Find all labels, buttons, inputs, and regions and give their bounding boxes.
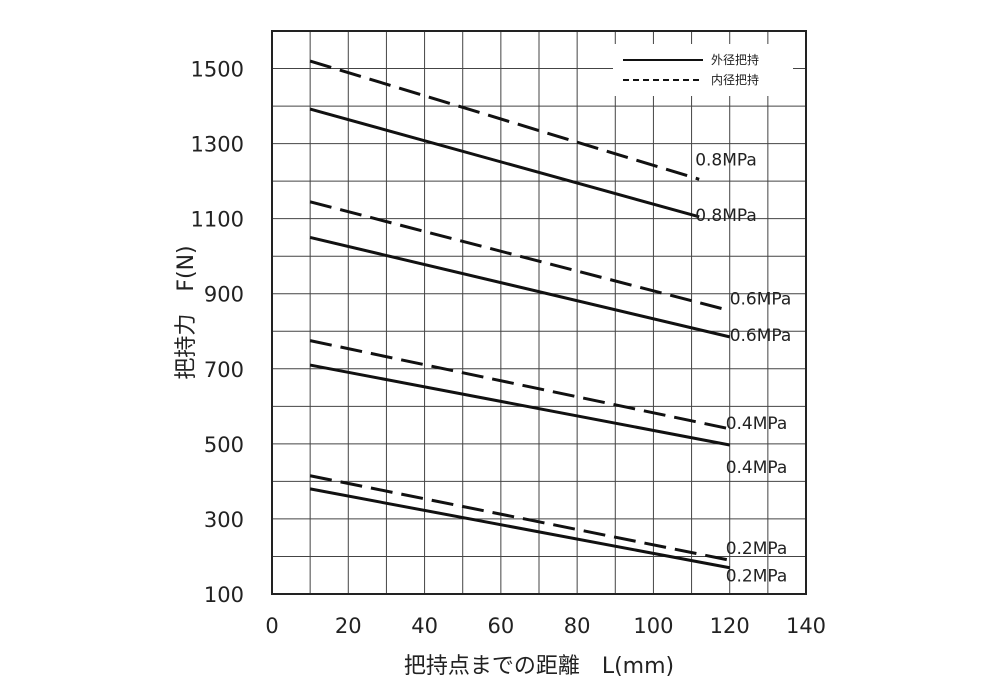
series-line-solid-0.4MPa [309, 363, 730, 447]
plot-frame [271, 30, 807, 595]
series-label: 0.6MPa [730, 326, 792, 346]
series-label: 0.2MPa [726, 539, 788, 559]
series-label: 0.4MPa [726, 414, 788, 434]
series-label: 0.6MPa [730, 290, 792, 310]
y-axis-title: 把持力 F(N) [174, 245, 199, 379]
x-tick-label: 0 [265, 614, 278, 638]
x-tick-label: 20 [335, 614, 362, 638]
series-labels: 0.8MPa 0.8MPa 0.6MPa 0.6MPa 0.4MPa 0.4MPa 0.2M… [695, 150, 791, 586]
series-line-dashed-0.8MPa [309, 59, 700, 181]
y-tick-label: 700 [204, 358, 244, 382]
series-line-dashed-0.6MPa [309, 200, 731, 313]
x-axis-title: 把持点までの距離 L(mm) [404, 654, 674, 679]
y-tick-label: 1100 [191, 208, 244, 232]
y-tick-label: 500 [204, 433, 244, 457]
series-line-dashed-0.4MPa [309, 339, 731, 431]
series-line-dashed-0.2MPa [309, 474, 731, 562]
series-line-solid-0.6MPa [309, 235, 731, 339]
series-line-solid-0.2MPa [309, 487, 730, 570]
y-tick-label: 300 [204, 508, 244, 532]
x-tick-label: 60 [487, 614, 514, 638]
series-label: 0.2MPa [726, 567, 788, 587]
x-tick-label: 80 [564, 614, 591, 638]
series-label: 0.8MPa [695, 206, 757, 226]
series-label: 0.8MPa [695, 150, 757, 170]
legend-box [613, 44, 793, 96]
y-tick-label: 900 [204, 283, 244, 307]
x-tick-label: 100 [633, 614, 673, 638]
legend-label: 内径把持 [711, 72, 759, 87]
series-label: 0.4MPa [726, 458, 788, 478]
x-tick-label: 140 [786, 614, 826, 638]
y-tick-label: 1500 [191, 58, 244, 82]
x-tick-label: 120 [710, 614, 750, 638]
y-tick-label: 100 [204, 583, 244, 607]
legend-label: 外径把持 [711, 52, 759, 67]
series-line-solid-0.8MPa [309, 107, 700, 219]
y-tick-label: 1300 [191, 133, 244, 157]
x-tick-label: 40 [411, 614, 438, 638]
tick-labels: 0 20 40 60 80 100 120 140 100 300 500 700 900 1100 130… [191, 58, 827, 638]
series-lines [309, 59, 731, 570]
